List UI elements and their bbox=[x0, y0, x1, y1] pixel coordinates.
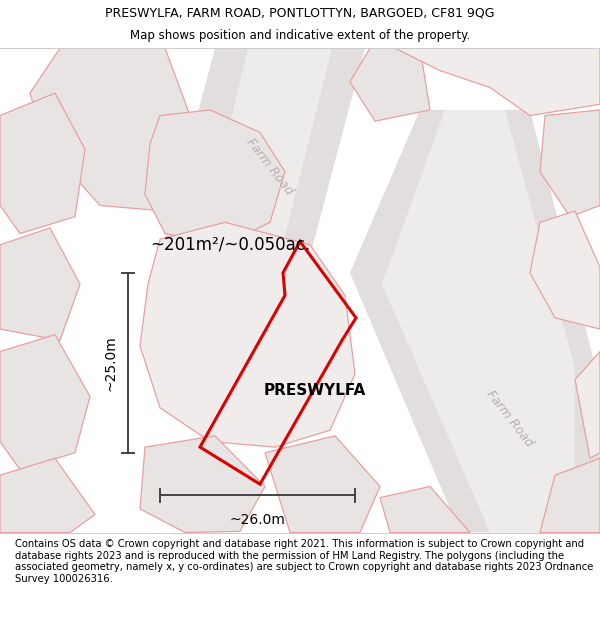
Text: Farm Road: Farm Road bbox=[244, 136, 296, 197]
Polygon shape bbox=[198, 48, 332, 256]
Polygon shape bbox=[140, 436, 265, 532]
Polygon shape bbox=[265, 436, 380, 532]
Polygon shape bbox=[575, 351, 600, 458]
Text: Contains OS data © Crown copyright and database right 2021. This information is : Contains OS data © Crown copyright and d… bbox=[15, 539, 593, 584]
Text: ~25.0m: ~25.0m bbox=[104, 335, 118, 391]
Polygon shape bbox=[30, 48, 200, 211]
Polygon shape bbox=[145, 110, 285, 245]
Polygon shape bbox=[380, 486, 470, 532]
Text: Farm Road: Farm Road bbox=[484, 388, 536, 450]
Polygon shape bbox=[350, 48, 430, 121]
Polygon shape bbox=[382, 110, 575, 532]
Text: ~26.0m: ~26.0m bbox=[230, 513, 286, 528]
Text: PRESWYLFA, FARM ROAD, PONTLOTTYN, BARGOED, CF81 9QG: PRESWYLFA, FARM ROAD, PONTLOTTYN, BARGOE… bbox=[105, 6, 495, 19]
Polygon shape bbox=[395, 48, 600, 116]
Polygon shape bbox=[540, 458, 600, 532]
Polygon shape bbox=[530, 211, 600, 329]
Polygon shape bbox=[140, 222, 355, 447]
Polygon shape bbox=[0, 335, 90, 469]
Polygon shape bbox=[0, 228, 80, 341]
Polygon shape bbox=[350, 110, 600, 532]
Polygon shape bbox=[0, 93, 85, 234]
Text: Map shows position and indicative extent of the property.: Map shows position and indicative extent… bbox=[130, 29, 470, 42]
Polygon shape bbox=[0, 458, 95, 532]
Text: PRESWYLFA: PRESWYLFA bbox=[264, 383, 366, 398]
Polygon shape bbox=[540, 110, 600, 217]
Text: ~201m²/~0.050ac.: ~201m²/~0.050ac. bbox=[150, 236, 310, 254]
Polygon shape bbox=[160, 48, 365, 256]
